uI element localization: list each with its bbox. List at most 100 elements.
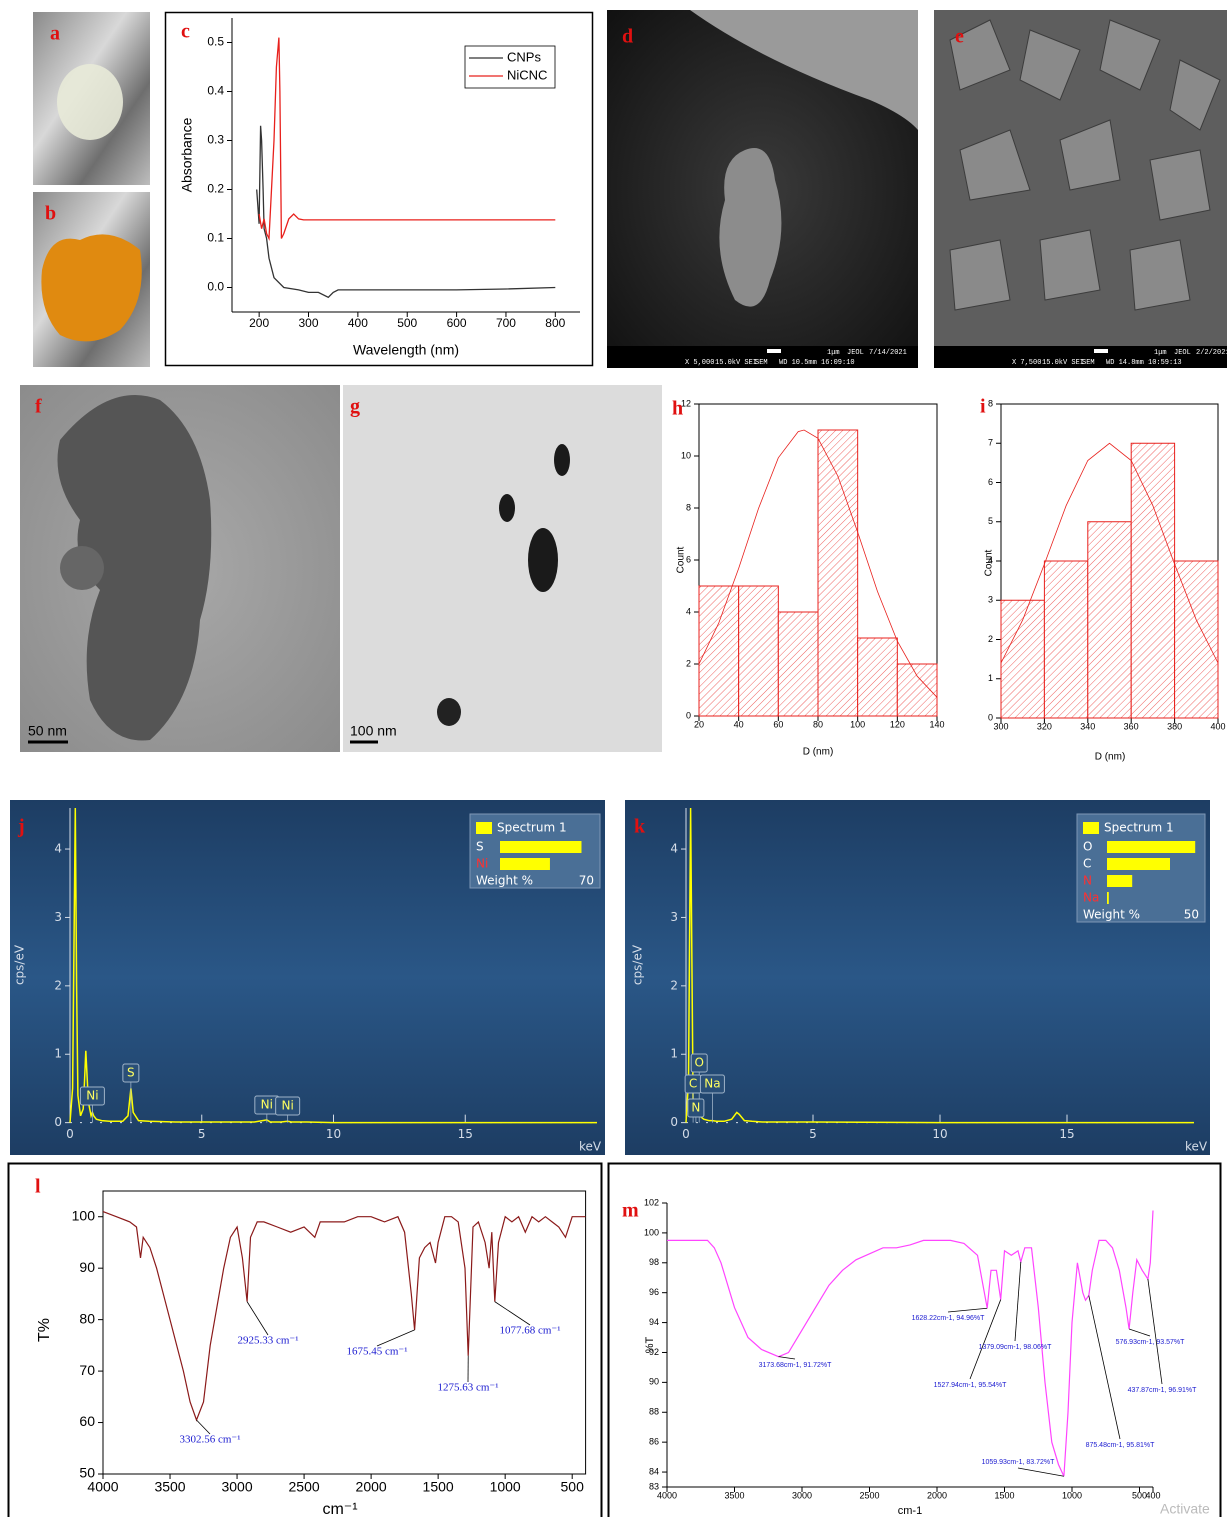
x-tick-label: 800 — [545, 316, 565, 330]
panel-label: l — [35, 1176, 41, 1198]
series-line — [257, 126, 556, 297]
annotation: 1675.45 cm⁻¹ — [346, 1346, 407, 1358]
peak-label: Ni — [86, 1089, 98, 1103]
weight-max: 50 — [1184, 908, 1199, 922]
element-name: Na — [1083, 891, 1099, 905]
info-text: WD 10.5mm 16:09:10 — [779, 359, 855, 367]
peak-label: Na — [704, 1077, 720, 1091]
panel-label: c — [181, 21, 190, 43]
series-line — [667, 1211, 1153, 1477]
x-tick-label: 40 — [734, 719, 744, 729]
panel-label: a — [50, 23, 60, 45]
series-line — [103, 1212, 586, 1420]
tem-particle — [499, 494, 515, 522]
x-tick-label: 2500 — [289, 1479, 320, 1495]
watermark: Activate — [1160, 1501, 1210, 1517]
tem-particle — [60, 546, 104, 590]
scale-bar-label: 100 nm — [350, 723, 397, 739]
x-tick-label: 300 — [298, 316, 318, 330]
y-tick-label: 3 — [54, 910, 62, 924]
x-tick-label: 0 — [66, 1127, 74, 1141]
x-tick-label: 1000 — [1062, 1490, 1082, 1500]
weight-bar — [500, 841, 581, 853]
y-axis-label: cps/eV — [631, 944, 645, 985]
x-axis-label: keV — [1185, 1140, 1208, 1154]
annotation-leader — [196, 1420, 210, 1434]
page: Figure {"images": [ {"label": "a"}, {"la… — [0, 0, 1227, 1517]
histogram-bar — [739, 586, 779, 716]
annotation: 2925.33 cm⁻¹ — [237, 1335, 298, 1347]
x-tick-label: 3500 — [154, 1479, 185, 1495]
y-axis-label: %T — [644, 1336, 656, 1353]
histogram-bar — [818, 430, 858, 716]
weight-max: 70 — [579, 874, 594, 888]
info-text: 1μm — [827, 349, 840, 357]
x-tick-label: 2000 — [356, 1479, 387, 1495]
annotation: 1379.09cm-1, 98.06%T — [979, 1344, 1052, 1351]
x-tick-label: 0 — [682, 1127, 690, 1141]
y-tick-label: 2 — [54, 978, 62, 992]
peak-label: Ni — [261, 1098, 273, 1112]
y-axis-label: Count — [676, 546, 687, 573]
element-name: O — [1083, 840, 1092, 854]
y-tick-label: 0.2 — [207, 182, 224, 196]
y-tick-label: 0 — [686, 710, 691, 720]
y-tick-label: 60 — [79, 1413, 95, 1429]
x-tick-label: 120 — [890, 719, 905, 729]
info-text: 15.0kV SEI — [1042, 359, 1084, 367]
y-tick-label: 8 — [686, 502, 691, 512]
x-tick-label: 3000 — [792, 1490, 812, 1500]
info-text: SEM — [755, 359, 768, 367]
x-tick-label: 600 — [447, 316, 467, 330]
y-axis-label: T% — [36, 1318, 53, 1342]
x-tick-label: 5 — [809, 1127, 817, 1141]
tem-particle — [437, 698, 461, 726]
y-tick-label: 83 — [649, 1481, 659, 1491]
histogram-bar — [1088, 522, 1131, 718]
y-tick-label: 0 — [988, 712, 993, 722]
histogram-bar — [897, 664, 937, 716]
annotation-leader — [970, 1300, 1001, 1379]
info-text: 1μm — [1154, 349, 1167, 357]
info-text: SEM — [1082, 359, 1095, 367]
y-tick-label: 70 — [79, 1362, 95, 1378]
annotation-leader — [948, 1308, 987, 1312]
weight-label: Weight % — [476, 874, 533, 888]
y-tick-label: 1 — [670, 1047, 678, 1061]
x-tick-label: 100 — [850, 719, 865, 729]
weight-bar — [500, 858, 550, 870]
x-tick-label: 3000 — [221, 1479, 252, 1495]
tem-image — [343, 385, 662, 752]
annotation: 1628.22cm-1, 94.96%T — [912, 1315, 985, 1322]
y-tick-label: 102 — [644, 1197, 659, 1207]
tem-particle — [528, 528, 558, 592]
annotation: 1527.94cm-1, 95.54%T — [934, 1382, 1007, 1389]
y-tick-label: 1 — [988, 673, 993, 683]
histogram-bar — [1175, 561, 1218, 718]
annotation: 3302.56 cm⁻¹ — [179, 1434, 240, 1446]
y-tick-label: 0.0 — [207, 280, 224, 294]
annotation-leader — [1089, 1296, 1120, 1439]
annotation: 1077.68 cm⁻¹ — [499, 1325, 560, 1337]
sample — [57, 64, 123, 140]
x-tick-label: 2000 — [927, 1490, 947, 1500]
element-name: S — [476, 840, 484, 854]
x-tick-label: 700 — [496, 316, 516, 330]
peak-label: C — [689, 1077, 697, 1091]
legend-swatch — [476, 822, 492, 834]
x-tick-label: 200 — [249, 316, 269, 330]
y-tick-label: 10 — [681, 450, 691, 460]
y-tick-label: 50 — [79, 1465, 95, 1481]
panel-label: m — [622, 1200, 639, 1222]
figure: a b d e 50 nm f 100 nm g Activate X 5,00… — [0, 0, 1227, 1517]
panel-label: g — [350, 396, 360, 418]
y-axis-label: Absorbance — [179, 117, 195, 192]
histogram-bar — [858, 638, 898, 716]
info-text: 2/2/2021 — [1196, 349, 1227, 357]
x-axis-label: cm-1 — [898, 1505, 922, 1517]
x-tick-label: 15 — [458, 1127, 473, 1141]
histogram-bar — [1131, 443, 1174, 718]
element-name: C — [1083, 857, 1091, 871]
element-name: N — [1083, 874, 1092, 888]
weight-bar — [1107, 841, 1195, 853]
